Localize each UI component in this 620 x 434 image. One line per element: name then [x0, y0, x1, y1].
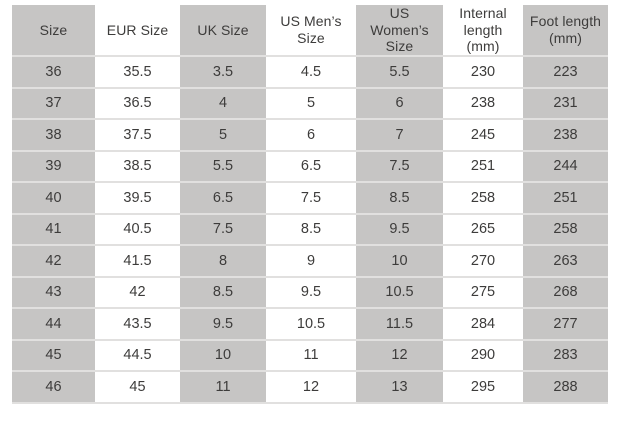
- table-cell: 13: [356, 371, 443, 404]
- column-header-eur-size: EUR Size: [95, 5, 180, 57]
- table-cell: 40.5: [95, 213, 180, 246]
- table-cell: 11: [266, 339, 356, 372]
- table-cell: 10: [180, 339, 266, 372]
- table-cell: 39.5: [95, 182, 180, 215]
- table-cell: 251: [523, 182, 608, 215]
- table-row: 44 43.5 9.5 10.5 11.5 284 277: [12, 308, 608, 341]
- table-cell: 284: [443, 308, 523, 341]
- table-cell: 42: [12, 245, 95, 278]
- table-cell: 5.5: [356, 56, 443, 89]
- table-cell: 9.5: [356, 213, 443, 246]
- table-row: 42 41.5 8 9 10 270 263: [12, 245, 608, 278]
- table-cell: 230: [443, 56, 523, 89]
- table-row: 46 45 11 12 13 295 288: [12, 371, 608, 404]
- table-cell: 6.5: [180, 182, 266, 215]
- table-cell: 44.5: [95, 339, 180, 372]
- table-cell: 8: [180, 245, 266, 278]
- table-cell: 258: [523, 213, 608, 246]
- table-cell: 4.5: [266, 56, 356, 89]
- table-cell: 45: [12, 339, 95, 372]
- table-cell: 251: [443, 150, 523, 183]
- header-row: Size EUR Size UK Size US Men’s Size US W…: [12, 5, 608, 57]
- table-cell: 38.5: [95, 150, 180, 183]
- table-body: 36 35.5 3.5 4.5 5.5 230 223 37 36.5 4 5 6 238 231 38 37…: [12, 56, 608, 404]
- table-cell: 6: [266, 119, 356, 152]
- table-cell: 238: [523, 119, 608, 152]
- table-cell: 290: [443, 339, 523, 372]
- table-cell: 5.5: [180, 150, 266, 183]
- table-cell: 6: [356, 87, 443, 120]
- table-cell: 268: [523, 276, 608, 309]
- table-cell: 9.5: [180, 308, 266, 341]
- table-row: 45 44.5 10 11 12 290 283: [12, 339, 608, 372]
- shoe-size-conversion-table: Size EUR Size UK Size US Men’s Size US W…: [12, 5, 608, 404]
- column-header-size: Size: [12, 5, 95, 57]
- table-cell: 35.5: [95, 56, 180, 89]
- table-cell: 9: [266, 245, 356, 278]
- table-cell: 45: [95, 371, 180, 404]
- table-cell: 12: [356, 339, 443, 372]
- table-cell: 244: [523, 150, 608, 183]
- table-cell: 39: [12, 150, 95, 183]
- table-cell: 43.5: [95, 308, 180, 341]
- table-cell: 7.5: [356, 150, 443, 183]
- table-row: 40 39.5 6.5 7.5 8.5 258 251: [12, 182, 608, 215]
- table-cell: 37: [12, 87, 95, 120]
- table-cell: 10.5: [356, 276, 443, 309]
- column-header-uk-size: UK Size: [180, 5, 266, 57]
- table-cell: 7: [356, 119, 443, 152]
- size-chart-page: Size EUR Size UK Size US Men’s Size US W…: [12, 5, 608, 404]
- table-cell: 36.5: [95, 87, 180, 120]
- table-cell: 270: [443, 245, 523, 278]
- table-cell: 41.5: [95, 245, 180, 278]
- table-cell: 295: [443, 371, 523, 404]
- table-cell: 4: [180, 87, 266, 120]
- table-cell: 11: [180, 371, 266, 404]
- table-cell: 283: [523, 339, 608, 372]
- table-cell: 275: [443, 276, 523, 309]
- table-cell: 46: [12, 371, 95, 404]
- table-cell: 277: [523, 308, 608, 341]
- column-header-us-womens-size: US Women’s Size: [356, 5, 443, 57]
- table-cell: 231: [523, 87, 608, 120]
- table-cell: 10: [356, 245, 443, 278]
- column-header-us-mens-size: US Men’s Size: [266, 5, 356, 57]
- table-cell: 7.5: [266, 182, 356, 215]
- table-row: 38 37.5 5 6 7 245 238: [12, 119, 608, 152]
- table-cell: 258: [443, 182, 523, 215]
- table-cell: 263: [523, 245, 608, 278]
- table-cell: 41: [12, 213, 95, 246]
- column-header-internal-length: Internal length (mm): [443, 5, 523, 57]
- table-cell: 288: [523, 371, 608, 404]
- column-header-foot-length: Foot length (mm): [523, 5, 608, 57]
- table-cell: 6.5: [266, 150, 356, 183]
- table-cell: 36: [12, 56, 95, 89]
- table-cell: 238: [443, 87, 523, 120]
- table-cell: 8.5: [180, 276, 266, 309]
- table-row: 41 40.5 7.5 8.5 9.5 265 258: [12, 213, 608, 246]
- table-cell: 10.5: [266, 308, 356, 341]
- table-cell: 245: [443, 119, 523, 152]
- table-cell: 42: [95, 276, 180, 309]
- table-cell: 3.5: [180, 56, 266, 89]
- table-row: 39 38.5 5.5 6.5 7.5 251 244: [12, 150, 608, 183]
- table-cell: 37.5: [95, 119, 180, 152]
- table-cell: 9.5: [266, 276, 356, 309]
- table-cell: 5: [266, 87, 356, 120]
- table-row: 43 42 8.5 9.5 10.5 275 268: [12, 276, 608, 309]
- table-cell: 5: [180, 119, 266, 152]
- table-cell: 8.5: [356, 182, 443, 215]
- table-cell: 43: [12, 276, 95, 309]
- table-cell: 11.5: [356, 308, 443, 341]
- table-cell: 7.5: [180, 213, 266, 246]
- table-row: 37 36.5 4 5 6 238 231: [12, 87, 608, 120]
- table-cell: 40: [12, 182, 95, 215]
- table-row: 36 35.5 3.5 4.5 5.5 230 223: [12, 56, 608, 89]
- table-cell: 12: [266, 371, 356, 404]
- table-cell: 38: [12, 119, 95, 152]
- table-cell: 44: [12, 308, 95, 341]
- table-cell: 265: [443, 213, 523, 246]
- table-cell: 223: [523, 56, 608, 89]
- table-cell: 8.5: [266, 213, 356, 246]
